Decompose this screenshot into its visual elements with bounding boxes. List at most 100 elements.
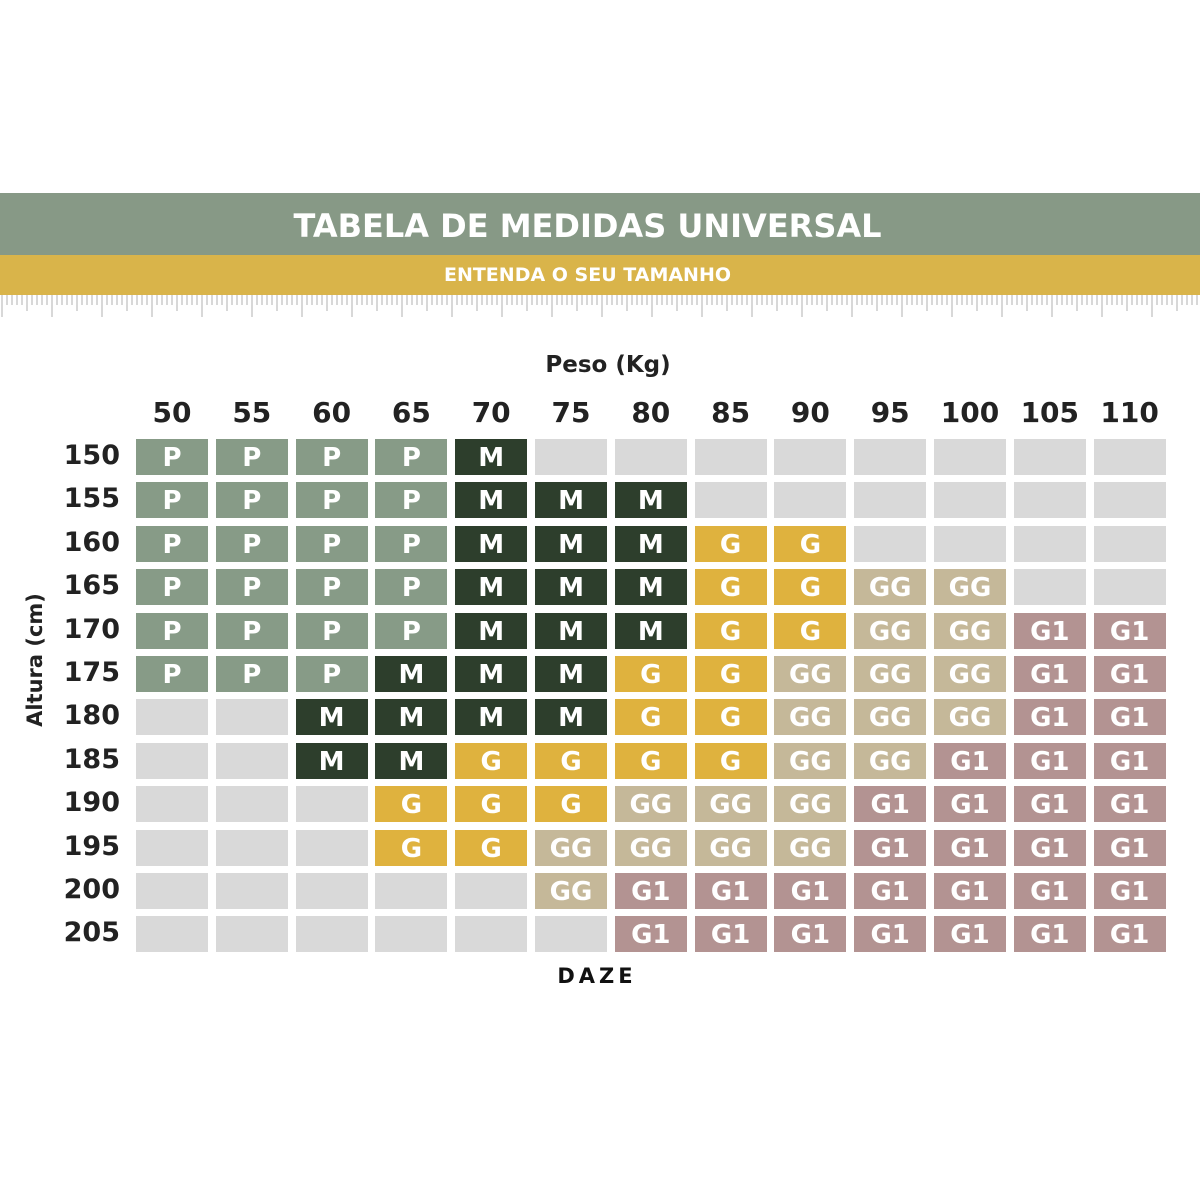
size-cell: G1 [854,829,927,866]
size-cell: GG [614,786,687,823]
size-cell [136,742,208,779]
size-cell: M [535,482,607,519]
size-cell: G [614,699,687,736]
row-header: 200 [63,874,120,905]
row-header: 165 [63,570,120,602]
size-cell [535,916,607,953]
size-cell: P [215,482,288,519]
size-cell: G [694,612,767,649]
size-cell: G [774,569,847,606]
size-cell: G1 [854,873,927,909]
column-header: 105 [1020,396,1080,429]
size-cell: P [295,482,368,519]
size-cell [455,873,528,909]
size-cell: M [375,656,448,692]
size-cell [136,786,208,823]
column-header: 80 [631,396,671,429]
size-cell: GG [774,699,847,736]
size-cell: G [694,656,767,692]
size-cell: G1 [1013,916,1086,953]
size-cell: M [535,699,607,736]
size-cell: P [295,525,368,562]
size-cell: GG [614,829,687,866]
size-cell: P [136,439,208,475]
size-cell: P [215,612,288,649]
size-cell: G1 [934,916,1006,953]
size-cell: G1 [934,742,1006,779]
size-cell: G1 [1093,873,1166,909]
size-cell: G [614,656,687,692]
subtitle-band [0,255,1200,295]
size-cell: G1 [934,873,1006,909]
size-cell: P [215,525,288,562]
row-header: 155 [63,483,120,515]
column-header: 70 [471,396,511,429]
size-cell: P [295,656,368,692]
size-cell: G1 [694,916,767,953]
size-cell [136,916,208,953]
size-cell: M [455,612,528,649]
size-cell: GG [535,873,607,909]
size-cell: M [535,569,607,606]
size-cell: G1 [1013,699,1086,736]
size-cell: G1 [774,873,847,909]
size-cell: P [136,656,208,692]
title-band [0,193,1200,255]
size-cell: P [375,482,448,519]
size-cell [1013,525,1086,562]
size-cell [295,873,368,909]
size-cell [934,482,1006,519]
row-header: 180 [63,700,120,732]
size-cell: M [614,482,687,519]
size-cell: P [295,439,368,475]
size-cell: M [455,699,528,736]
size-cell: P [215,656,288,692]
size-cell: G [774,525,847,562]
size-cell [1093,482,1166,519]
size-cell: GG [774,656,847,692]
size-cell: G1 [1093,742,1166,779]
size-cell [136,873,208,909]
size-cell: G1 [934,829,1006,866]
size-cell: M [614,612,687,649]
size-cell: M [295,699,368,736]
size-cell [455,916,528,953]
size-cell: M [455,525,528,562]
size-cell: G1 [614,916,687,953]
size-cell: G1 [854,916,927,953]
row-header: 185 [63,743,120,775]
size-cell [774,482,847,519]
size-cell: G1 [1013,873,1086,909]
size-cell: P [215,439,288,475]
size-cell: P [136,482,208,519]
size-cell: M [455,656,528,692]
size-cell: P [136,569,208,606]
size-cell: G1 [1093,612,1166,649]
size-cell: M [455,439,528,475]
column-header: 55 [232,396,272,429]
size-cell [694,482,767,519]
size-cell: GG [854,656,927,692]
size-cell: M [535,656,607,692]
size-cell: G [694,569,767,606]
row-header: 205 [63,917,120,949]
size-cell: GG [774,742,847,779]
size-cell: G [535,786,607,823]
size-cell [934,439,1006,475]
size-cell [215,786,288,823]
size-cell: G1 [1093,916,1166,953]
size-cell [614,439,687,475]
size-cell: G1 [1093,829,1166,866]
column-header: 110 [1100,396,1159,429]
size-cell [215,829,288,866]
size-cell: G [455,742,528,779]
size-cell: G1 [934,786,1006,823]
size-cell: G1 [1093,786,1166,823]
size-cell [694,439,767,475]
ruler [1,295,1198,317]
size-cell: GG [774,786,847,823]
row-header: 160 [63,526,120,558]
size-cell [1013,482,1086,519]
size-cell: M [614,525,687,562]
